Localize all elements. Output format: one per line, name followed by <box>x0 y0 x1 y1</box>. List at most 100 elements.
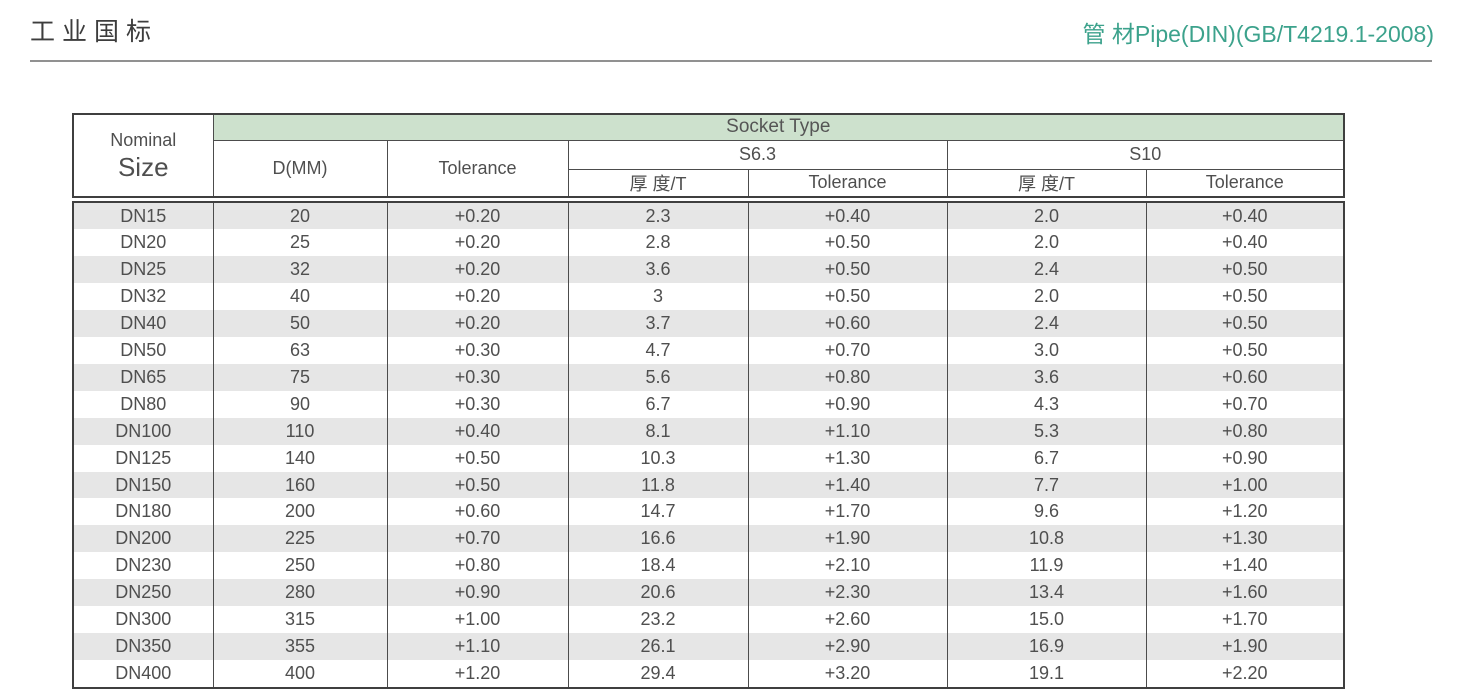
cell-diameter: 250 <box>212 552 388 580</box>
cell-thickness-s10: 4.3 <box>946 390 1147 418</box>
cell-diameter: 75 <box>212 363 388 391</box>
cell-diameter: 355 <box>212 633 388 660</box>
col-header-s63: S6.3 <box>567 139 948 170</box>
cell-tolerance-s10: +0.50 <box>1145 310 1345 338</box>
cell-tolerance-s10: +1.40 <box>1145 552 1345 580</box>
page-header: 工业国标 管 材Pipe(DIN)(GB/T4219.1-2008) <box>0 0 1460 62</box>
table-row: DN250 280 +0.90 20.6 +2.30 13.4 +1.60 <box>72 579 1345 607</box>
cell-thickness-s63: 4.7 <box>567 337 749 364</box>
cell-thickness-s63: 18.4 <box>567 552 749 580</box>
cell-tolerance-d: +0.80 <box>386 552 569 580</box>
cell-thickness-s10: 10.8 <box>946 525 1147 553</box>
table-row: DN230 250 +0.80 18.4 +2.10 11.9 +1.40 <box>72 552 1345 580</box>
cell-nominal-size: DN20 <box>72 229 214 257</box>
cell-thickness-s63: 2.3 <box>567 201 749 230</box>
cell-thickness-s63: 6.7 <box>567 390 749 418</box>
cell-thickness-s63: 16.6 <box>567 525 749 553</box>
cell-tolerance-s10: +1.30 <box>1145 525 1345 553</box>
cell-tolerance-d: +0.50 <box>386 444 569 472</box>
cell-diameter: 315 <box>212 606 388 633</box>
cell-tolerance-s10: +0.50 <box>1145 283 1345 311</box>
cell-diameter: 25 <box>212 229 388 257</box>
table-row: DN20 25 +0.20 2.8 +0.50 2.0 +0.40 <box>72 229 1345 257</box>
cell-diameter: 32 <box>212 256 388 284</box>
cell-tolerance-s63: +2.10 <box>747 552 948 580</box>
cell-diameter: 50 <box>212 310 388 338</box>
cell-diameter: 40 <box>212 283 388 311</box>
cell-tolerance-d: +1.00 <box>386 606 569 633</box>
cell-thickness-s10: 16.9 <box>946 633 1147 660</box>
spec-table-body: DN15 20 +0.20 2.3 +0.40 2.0 +0.40 DN20 2… <box>72 200 1345 689</box>
cell-thickness-s10: 2.0 <box>946 283 1147 311</box>
cell-tolerance-s63: +0.40 <box>747 201 948 230</box>
cell-thickness-s63: 3.7 <box>567 310 749 338</box>
cell-nominal-size: DN150 <box>72 471 214 499</box>
cell-nominal-size: DN50 <box>72 337 214 364</box>
cell-tolerance-s63: +0.90 <box>747 390 948 418</box>
cell-thickness-s10: 19.1 <box>946 659 1147 688</box>
cell-thickness-s63: 29.4 <box>567 659 749 688</box>
cell-tolerance-s63: +0.60 <box>747 310 948 338</box>
cell-thickness-s10: 7.7 <box>946 471 1147 499</box>
cell-tolerance-s10: +0.40 <box>1145 229 1345 257</box>
cell-tolerance-s10: +1.00 <box>1145 471 1345 499</box>
cell-thickness-s63: 23.2 <box>567 606 749 633</box>
cell-diameter: 90 <box>212 390 388 418</box>
cell-thickness-s10: 2.4 <box>946 256 1147 284</box>
col-header-s10: S10 <box>946 139 1345 170</box>
cell-tolerance-d: +0.30 <box>386 363 569 391</box>
cell-nominal-size: DN25 <box>72 256 214 284</box>
cell-nominal-size: DN300 <box>72 606 214 633</box>
cell-tolerance-s10: +0.90 <box>1145 444 1345 472</box>
cell-thickness-s10: 6.7 <box>946 444 1147 472</box>
cell-tolerance-d: +0.20 <box>386 310 569 338</box>
cell-nominal-size: DN200 <box>72 525 214 553</box>
cell-tolerance-s10: +0.60 <box>1145 363 1345 391</box>
cell-thickness-s10: 2.0 <box>946 229 1147 257</box>
cell-tolerance-d: +0.70 <box>386 525 569 553</box>
cell-thickness-s10: 11.9 <box>946 552 1147 580</box>
cell-tolerance-s63: +3.20 <box>747 659 948 688</box>
page-title: 工业国标 <box>30 18 159 46</box>
cell-tolerance-s10: +1.70 <box>1145 606 1345 633</box>
cell-thickness-s10: 9.6 <box>946 498 1147 526</box>
cell-nominal-size: DN80 <box>72 390 214 418</box>
cell-tolerance-d: +0.60 <box>386 498 569 526</box>
cell-nominal-size: DN65 <box>72 363 214 391</box>
cell-thickness-s10: 13.4 <box>946 579 1147 607</box>
col-header-tolerance-d: Tolerance <box>386 139 569 197</box>
cell-tolerance-d: +0.40 <box>386 417 569 445</box>
socket-type-header: Socket Type <box>212 113 1345 141</box>
table-row: DN350 355 +1.10 26.1 +2.90 16.9 +1.90 <box>72 633 1345 660</box>
cell-tolerance-s63: +2.90 <box>747 633 948 660</box>
col-header-tolerance-s63: Tolerance <box>747 168 948 197</box>
table-row: DN180 200 +0.60 14.7 +1.70 9.6 +1.20 <box>72 498 1345 526</box>
table-row: DN50 63 +0.30 4.7 +0.70 3.0 +0.50 <box>72 337 1345 364</box>
cell-thickness-s63: 8.1 <box>567 417 749 445</box>
cell-thickness-s63: 11.8 <box>567 471 749 499</box>
cell-tolerance-s10: +0.40 <box>1145 201 1345 230</box>
section-title: 管 材Pipe(DIN)(GB/T4219.1-2008) <box>1082 21 1434 47</box>
col-header-thickness-s10: 厚 度/T <box>946 168 1147 197</box>
cell-diameter: 140 <box>212 444 388 472</box>
cell-diameter: 20 <box>212 201 388 230</box>
cell-diameter: 400 <box>212 659 388 688</box>
table-row: DN40 50 +0.20 3.7 +0.60 2.4 +0.50 <box>72 310 1345 338</box>
cell-thickness-s63: 5.6 <box>567 363 749 391</box>
pipe-spec-table: Nominal Size Socket Type D(MM) Tolerance… <box>72 113 1346 689</box>
cell-tolerance-s63: +0.50 <box>747 283 948 311</box>
cell-thickness-s10: 2.0 <box>946 201 1147 230</box>
header-divider <box>30 60 1432 62</box>
table-row: DN15 20 +0.20 2.3 +0.40 2.0 +0.40 <box>72 201 1345 230</box>
cell-tolerance-s63: +0.50 <box>747 229 948 257</box>
cell-thickness-s63: 14.7 <box>567 498 749 526</box>
cell-tolerance-s63: +2.60 <box>747 606 948 633</box>
cell-tolerance-s63: +0.70 <box>747 337 948 364</box>
cell-diameter: 200 <box>212 498 388 526</box>
cell-thickness-s63: 20.6 <box>567 579 749 607</box>
col-header-thickness-s63: 厚 度/T <box>567 168 749 197</box>
table-row: DN200 225 +0.70 16.6 +1.90 10.8 +1.30 <box>72 525 1345 553</box>
cell-thickness-s63: 26.1 <box>567 633 749 660</box>
cell-nominal-size: DN400 <box>72 659 214 688</box>
